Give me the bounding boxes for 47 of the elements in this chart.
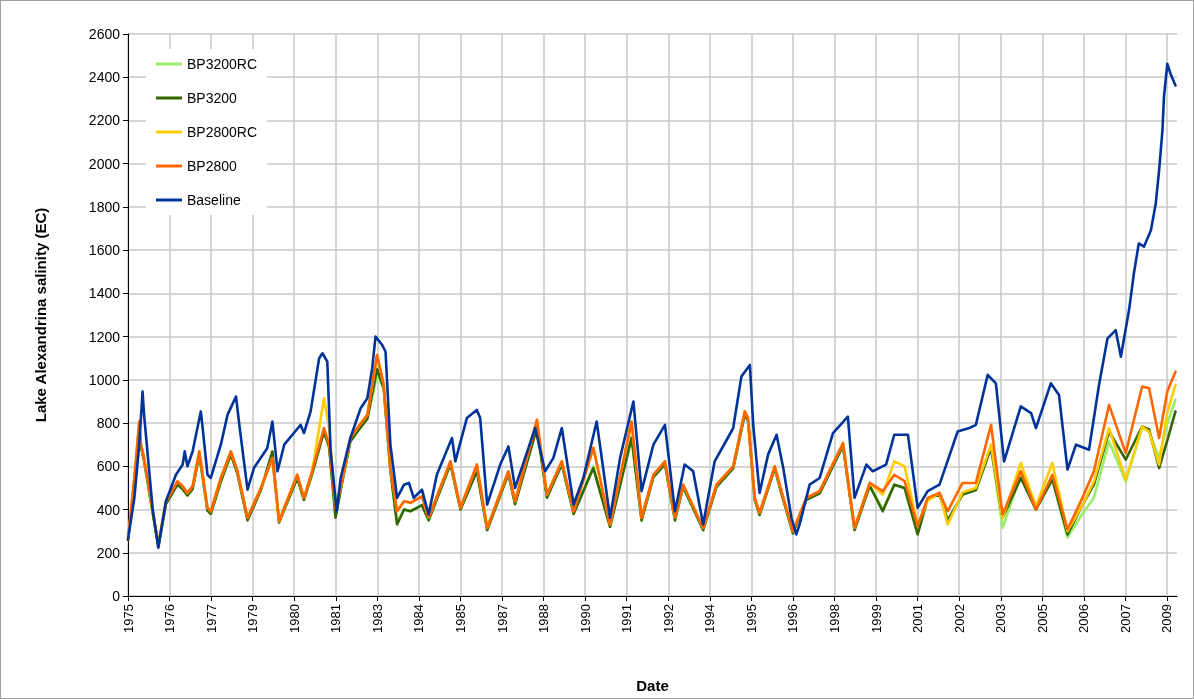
y-tick-label: 2600 bbox=[88, 26, 121, 42]
legend-label: BP2800RC bbox=[187, 124, 258, 140]
y-tick-label: 1400 bbox=[88, 285, 121, 302]
x-tick-label: 1977 bbox=[203, 604, 219, 633]
x-tick-label: 2005 bbox=[1034, 604, 1050, 633]
legend-label: BP3200RC bbox=[187, 56, 258, 72]
y-tick-label: 2000 bbox=[88, 155, 121, 172]
x-tick-label: 1984 bbox=[411, 604, 427, 633]
y-tick-label: 1800 bbox=[88, 198, 121, 215]
y-tick-label: 200 bbox=[96, 544, 121, 561]
x-tick-label: 2002 bbox=[951, 604, 967, 633]
y-tick-label: 1000 bbox=[88, 371, 121, 388]
x-tick-label: 1990 bbox=[577, 604, 593, 633]
x-tick-label: 1987 bbox=[494, 604, 510, 633]
x-tick-label: 1979 bbox=[245, 604, 261, 633]
x-tick-label: 1980 bbox=[286, 604, 302, 633]
x-tick-label: 1983 bbox=[369, 604, 385, 633]
x-tick-label: 1975 bbox=[120, 604, 136, 633]
x-tick-label: 2006 bbox=[1076, 604, 1092, 633]
x-tick-label: 2007 bbox=[1117, 604, 1133, 633]
x-tick-label: 1992 bbox=[660, 604, 676, 633]
x-tick-label: 1996 bbox=[785, 604, 801, 633]
legend-label: BP3200 bbox=[187, 90, 238, 106]
y-tick-label: 1200 bbox=[88, 328, 121, 345]
x-tick-label: 1988 bbox=[536, 604, 552, 633]
x-tick-label: 2009 bbox=[1159, 604, 1175, 633]
y-axis-title: Lake Alexandrina salinity (EC) bbox=[32, 207, 49, 423]
x-tick-label: 2001 bbox=[910, 604, 926, 633]
x-tick-label: 1991 bbox=[619, 604, 635, 633]
y-tick-label: 2200 bbox=[88, 112, 121, 129]
x-tick-label: 1985 bbox=[452, 604, 468, 633]
y-tick-label: 1600 bbox=[88, 242, 121, 259]
x-tick-label: 2003 bbox=[993, 604, 1009, 633]
legend-label: Baseline bbox=[187, 192, 241, 208]
x-tick-label: 1976 bbox=[162, 604, 178, 633]
legend-label: BP2800 bbox=[187, 158, 238, 174]
y-tick-label: 600 bbox=[96, 458, 121, 475]
y-tick-label: 2400 bbox=[88, 69, 121, 86]
x-tick-label: 1994 bbox=[702, 604, 718, 633]
y-tick-label: 800 bbox=[96, 415, 121, 432]
x-tick-label: 1998 bbox=[827, 604, 843, 633]
x-axis-title: Date bbox=[636, 677, 669, 694]
x-tick-label: 1981 bbox=[328, 604, 344, 633]
y-tick-label: 0 bbox=[112, 588, 121, 604]
y-tick-label: 400 bbox=[96, 501, 121, 518]
x-tick-label: 1999 bbox=[868, 604, 884, 633]
x-tick-label: 1995 bbox=[743, 604, 759, 633]
